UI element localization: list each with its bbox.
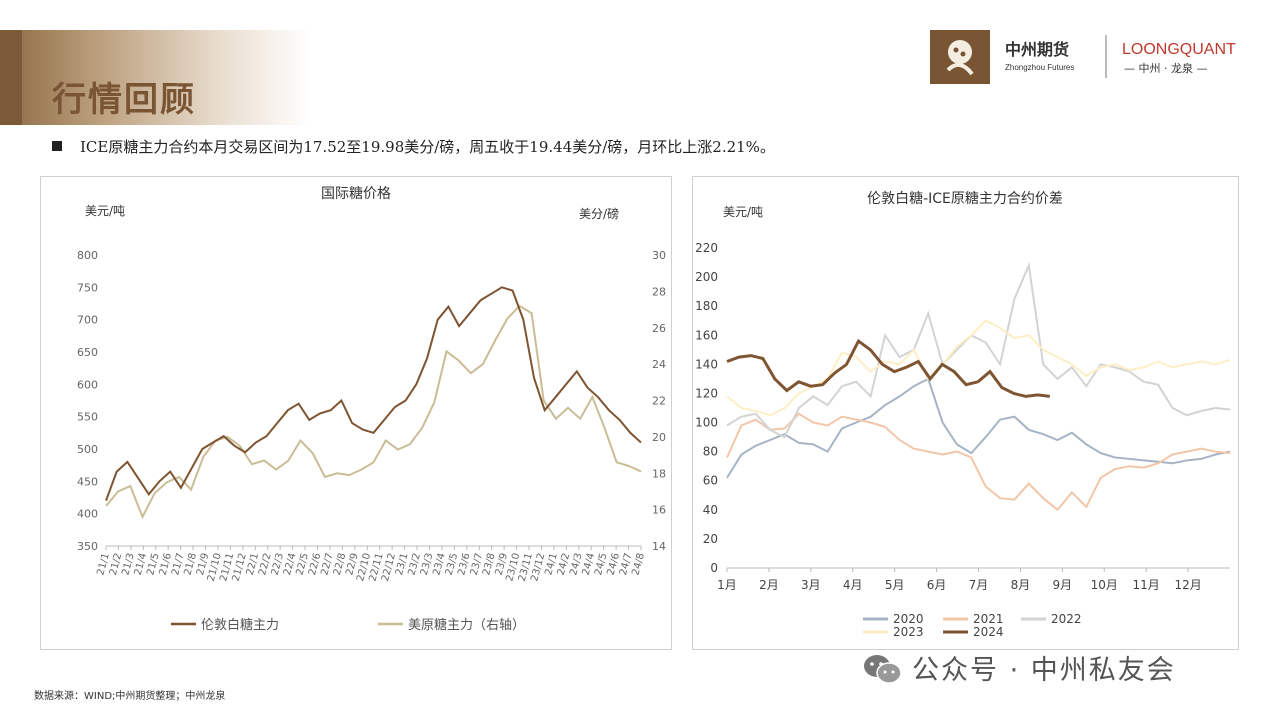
chart1-left-tick-label: 600 [77,378,98,391]
chart1-legend-label-white: 伦敦白糖主力 [201,617,279,633]
chart1-left-tick-label: 400 [77,508,98,521]
logo-en: Zhongzhou Futures [1005,63,1074,72]
logo-quant: LOONGQUANT [1122,41,1236,58]
chart1-left-tick-label: 350 [77,540,98,553]
chart2-y-tick-label: 180 [695,299,718,313]
chart1-left-tick-label: 750 [77,281,98,294]
bullet-square-icon [52,141,62,151]
chart1-right-tick-label: 28 [652,285,666,298]
chart2-x-tick-label: 10月 [1091,578,1118,592]
title-banner-band [0,30,22,125]
chart1-left-tick-label: 500 [77,443,98,456]
chart2-y-tick-label: 140 [695,357,718,371]
chart2-series-line-2021 [726,412,1231,512]
chart1-left-tick-label: 450 [77,475,98,488]
chart2-y-tick-label: 120 [695,386,718,400]
chart1-left-tick-label: 700 [77,314,98,327]
chart2-title: 伦敦白糖-ICE原糖主力合约价差 [867,191,1063,207]
chart2-y-tick-label: 200 [695,270,718,284]
chart1-right-tick-label: 30 [652,249,666,262]
intl-sugar-price-chart: 国际糖价格美元/吨 美分/磅 350 400 450 500 550 600 650 700 750… [40,176,672,650]
chart2-x-tick-label: 2月 [759,578,779,592]
chart2-legend-label-2023: 2023 [893,625,924,639]
chart1-left-axis-unit: 美元/吨 [85,204,125,218]
chart2-x-tick-label: 4月 [843,578,863,592]
page-title: 行情回顾 [52,80,196,120]
data-source: 数据来源：WIND;中州期货整理；中州龙泉 [34,691,226,702]
summary-text: ICE原糖主力合约本月交易区间为17.52至19.98美分/磅，周五收于19.4… [80,138,775,156]
chart1-right-tick-label: 22 [652,395,666,408]
chart1-right-tick-label: 16 [652,504,666,517]
wechat-watermark: 公众号 · 中州私友会 [862,648,1176,687]
chart2-y-tick-label: 20 [703,532,718,546]
chart2-x-tick-label: 6月 [927,578,947,592]
chart2-x-tick-label: 11月 [1133,578,1160,592]
chart2-x-tick-label: 5月 [885,578,905,592]
chart2-series-line-2020 [726,377,1231,479]
wechat-text: 公众号 · 中州私友会 [912,655,1176,686]
spread-chart: 伦敦白糖-ICE原糖主力合约价差美元/吨 0 20 40 60 80 100 120 140 16… [692,176,1239,650]
wechat-icon [864,655,902,684]
summary-bullet: ICE原糖主力合约本月交易区间为17.52至19.98美分/磅，周五收于19.4… [52,136,775,157]
chart2-series-line-2023 [726,319,1231,417]
chart2-axis-unit: 美元/吨 [723,205,763,219]
chart1-legend-label-raw: 美原糖主力（右轴） [408,617,525,633]
chart2-legend-label-2024: 2024 [973,625,1004,639]
chart2-legend-label-2020: 2020 [893,612,924,626]
company-logos: 中州期货 Zhongzhou Futures LOONGQUANT — 中州 ·… [930,30,1250,84]
chart2-x-tick-label: 3月 [801,578,821,592]
chart2-y-tick-label: 160 [695,328,718,342]
chart1-right-tick-label: 20 [652,431,666,444]
chart1-series-ice-raw-sugar-line [105,304,642,520]
chart1-right-tick-label: 26 [652,322,666,335]
chart1-left-tick-label: 550 [77,411,98,424]
logo-quant-cn: — 中州 · 龙泉 — [1124,61,1207,75]
chart2-y-tick-label: 40 [703,503,718,517]
chart2-y-tick-label: 220 [695,241,718,255]
chart1-left-tick-label: 650 [77,346,98,359]
chart1-right-tick-label: 18 [652,467,666,480]
chart2-x-tick-label: 1月 [717,578,737,592]
chart1-right-tick-label: 14 [652,540,666,553]
chart2-y-tick-label: 60 [703,474,718,488]
logo-cn: 中州期货 [1005,40,1069,59]
chart2-y-tick-label: 100 [695,416,718,430]
chart1-right-axis-unit: 美分/磅 [579,206,619,221]
chart2-x-tick-label: 8月 [1011,578,1031,592]
logo-svg: 中州期货 Zhongzhou Futures LOONGQUANT — 中州 ·… [930,30,1236,84]
chart2-y-tick-label: 80 [703,445,718,459]
chart2-x-tick-label: 12月 [1174,578,1201,592]
chart2-legend-label-2021: 2021 [973,612,1004,626]
chart2-y-tick-label: 0 [710,561,718,575]
chart2-legend-label-2022: 2022 [1051,612,1082,626]
chart2-x-tick-label: 7月 [969,578,989,592]
chart2-series-line-2022 [726,261,1231,439]
chart1-right-tick-label: 24 [652,358,666,371]
chart1-series-london-white-sugar-line [105,286,642,502]
chart2-series-line-2024 [726,338,1050,398]
title-banner [0,30,310,125]
chart1-title: 国际糖价格 [321,186,391,202]
chart2-x-tick-label: 9月 [1053,578,1073,592]
chart1-left-tick-label: 800 [77,249,98,262]
